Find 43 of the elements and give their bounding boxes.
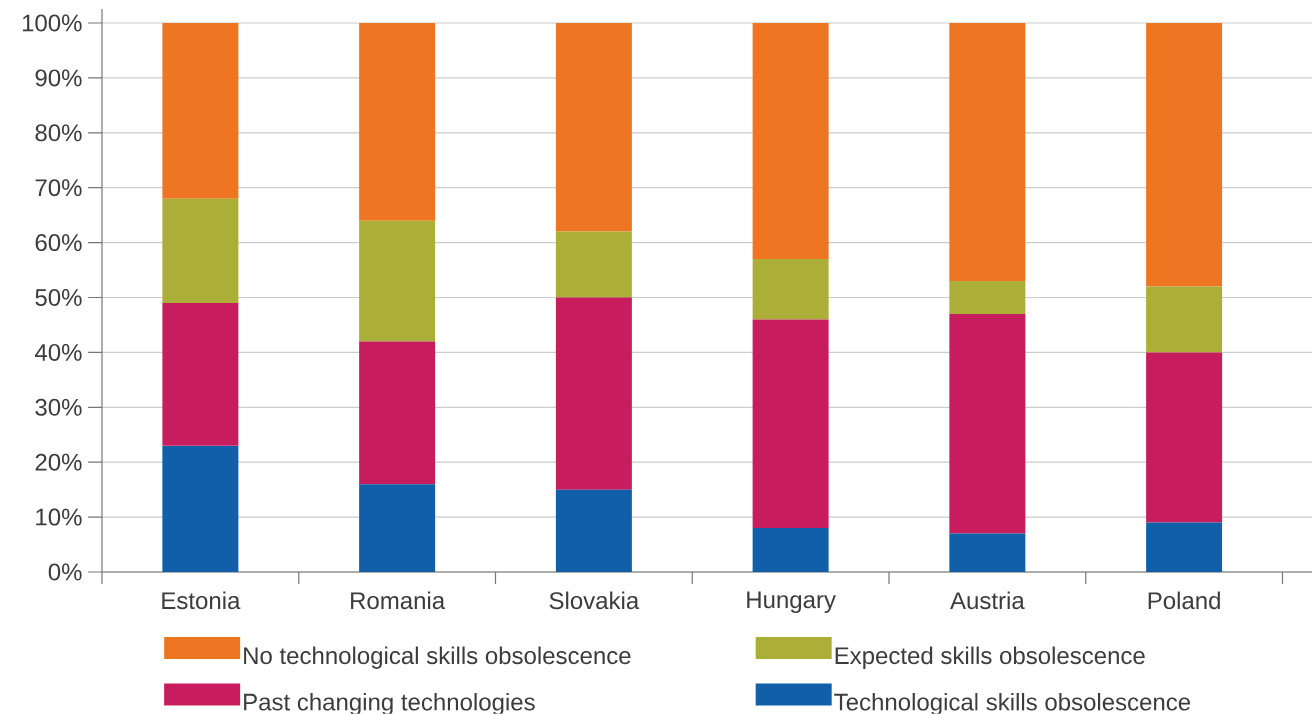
- bar: [555, 489, 632, 573]
- y-tick-label: 20%: [35, 453, 82, 471]
- x-tick-label: Poland: [1148, 591, 1220, 610]
- bar: [555, 231, 632, 298]
- y-tick-label: 50%: [35, 289, 82, 307]
- bar: [752, 528, 829, 573]
- bar: [1146, 522, 1223, 573]
- x-tick-label: Slovakia: [549, 591, 640, 610]
- bar: [752, 259, 829, 320]
- bar: [949, 23, 1026, 282]
- y-tick-label: 40%: [34, 343, 82, 361]
- legend-label: No technological skills obsolescence: [244, 646, 631, 669]
- x-tick-label: Austria: [950, 591, 1025, 610]
- bar: [1146, 352, 1223, 523]
- legend-label: Expected skills obsolescence: [835, 646, 1145, 669]
- bar: [949, 533, 1026, 573]
- bar: [162, 198, 239, 304]
- bar: [1146, 23, 1223, 287]
- bar: [752, 319, 829, 529]
- y-tick-label: 100%: [22, 14, 82, 32]
- x-tick-label: Romania: [351, 591, 446, 610]
- bar: [752, 23, 829, 260]
- x-tick-label: Hungary: [747, 591, 836, 614]
- bar: [949, 314, 1026, 534]
- bar: [555, 297, 632, 490]
- bar: [162, 303, 239, 446]
- y-tick-label: 30%: [35, 398, 82, 416]
- bar: [1146, 286, 1223, 353]
- y-tick-label: 70%: [35, 179, 82, 197]
- bar: [162, 445, 239, 573]
- bar: [949, 281, 1026, 315]
- bar: [359, 341, 436, 485]
- bar: [555, 23, 632, 232]
- y-tick-label: 60%: [35, 234, 82, 252]
- y-tick-label: 10%: [36, 508, 82, 526]
- x-tick-label: Estonia: [162, 591, 241, 610]
- y-tick-label: 80%: [35, 124, 82, 142]
- y-tick-label: 90%: [35, 69, 82, 87]
- y-tick-label: 0%: [48, 563, 82, 581]
- bar: [359, 23, 436, 221]
- bar: [359, 484, 436, 573]
- bar: [162, 23, 239, 199]
- bar: [359, 220, 436, 342]
